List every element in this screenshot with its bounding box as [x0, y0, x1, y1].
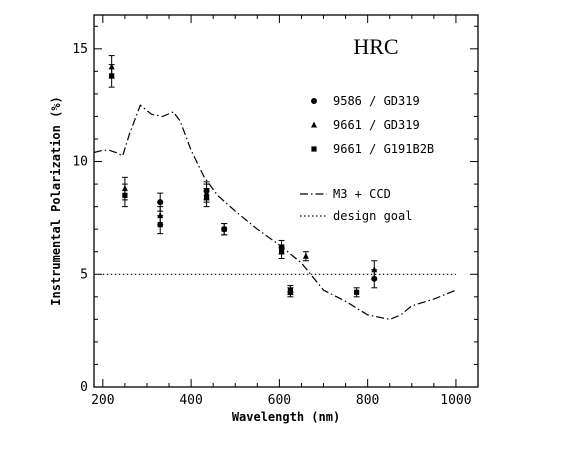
y-axis-label: Instrumental Polarization (%) — [49, 96, 63, 306]
legend-label: M3 + CCD — [333, 187, 391, 201]
point-square — [157, 222, 163, 228]
data-points — [108, 55, 378, 298]
point-square — [203, 195, 210, 201]
x-tick-label: 1000 — [440, 393, 471, 408]
legend: 9586 / GD319 9661 / GD319 9661 / G191B2B M3… — [300, 94, 434, 223]
legend-marker-circle — [311, 98, 317, 104]
point-square — [109, 73, 115, 79]
tick-labels: 200 400 600 800 1000 0 5 10 15 — [72, 42, 471, 408]
y-tick-label: 15 — [72, 42, 88, 57]
chart-title: HRC — [353, 34, 398, 59]
point-square — [221, 226, 227, 232]
x-tick-label: 400 — [179, 393, 202, 408]
point-square — [278, 249, 285, 255]
legend-label: 9661 / G191B2B — [333, 142, 434, 156]
x-tick-label: 200 — [91, 393, 114, 408]
legend-label: 9661 / GD319 — [333, 118, 420, 132]
y-tick-label: 5 — [80, 267, 88, 282]
x-axis-label: Wavelength (nm) — [232, 410, 340, 424]
legend-label: 9586 / GD319 — [333, 94, 420, 108]
legend-marker-square — [311, 146, 317, 152]
chart-lines — [93, 104, 457, 321]
point-square — [354, 289, 360, 295]
point-triangle — [302, 252, 309, 259]
plot-frame — [93, 14, 479, 388]
point-circle — [157, 199, 164, 206]
x-tick-label: 600 — [268, 393, 291, 408]
point-triangle — [371, 266, 378, 273]
y-tick-label: 10 — [72, 155, 88, 170]
x-tick-label: 800 — [356, 393, 379, 408]
point-square — [122, 192, 128, 198]
y-tick-label: 0 — [80, 380, 88, 395]
legend-label: design goal — [333, 209, 412, 223]
point-square — [287, 287, 294, 293]
line-m3-ccd — [93, 104, 457, 321]
legend-marker-triangle — [311, 121, 317, 128]
axis-ticks — [94, 15, 478, 388]
